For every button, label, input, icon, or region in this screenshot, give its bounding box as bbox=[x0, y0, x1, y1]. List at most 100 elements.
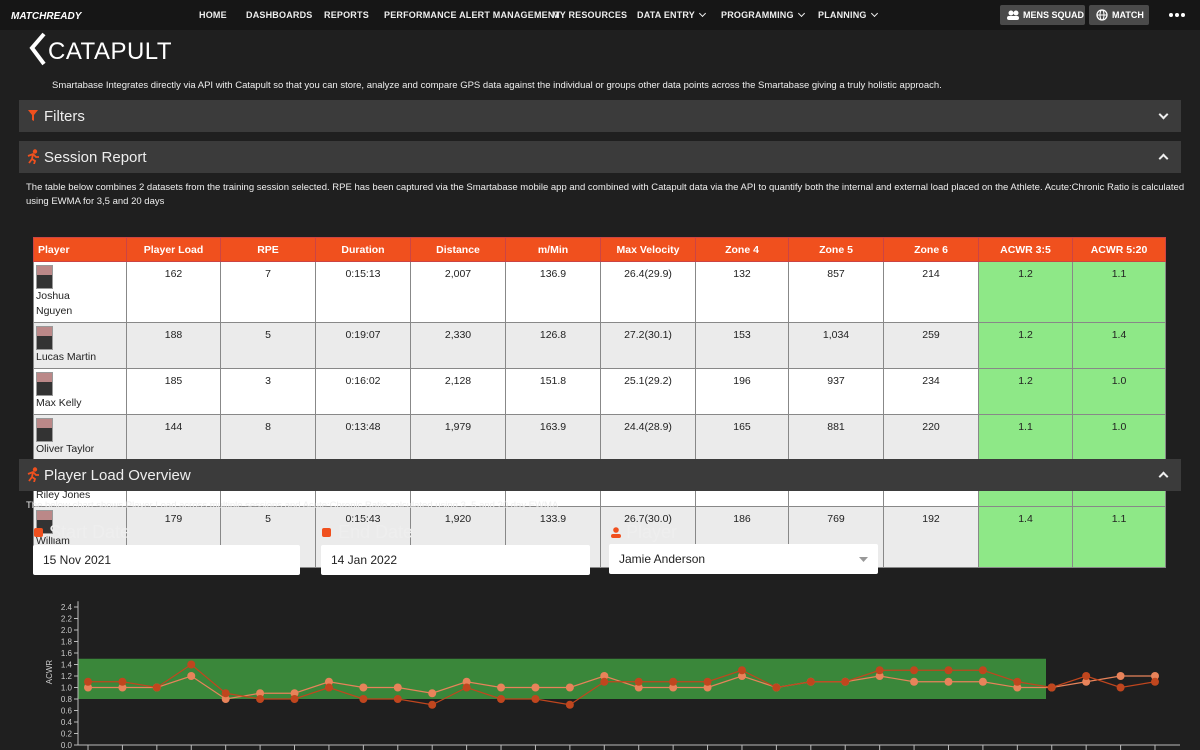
data-point bbox=[497, 695, 506, 703]
session-table: Player Player Load RPE Duration Distance m/Mi… bbox=[33, 237, 1166, 568]
column-header: ACWR 5:20 bbox=[1072, 237, 1166, 262]
data-point bbox=[152, 683, 161, 692]
table-row: Joshua Nguyen 162 7 0:15:13 2,007 136.9 26.4(2… bbox=[33, 261, 1166, 323]
data-point bbox=[393, 683, 402, 692]
squad-button[interactable]: MENS SQUAD bbox=[1000, 5, 1085, 25]
player-cell: Lucas Martin bbox=[33, 322, 127, 369]
nav-bar: MATCHREADY HOME DASHBOARDS REPORTS PERFO… bbox=[0, 0, 1200, 30]
y-tick-label: 1.4 bbox=[61, 661, 73, 670]
nav-item[interactable]: PLANNING bbox=[818, 10, 877, 20]
data-point bbox=[221, 695, 230, 703]
data-point bbox=[1151, 677, 1159, 686]
player-cell: Joshua Nguyen bbox=[33, 261, 127, 323]
y-tick-label: 1.2 bbox=[61, 672, 73, 681]
data-point bbox=[118, 677, 127, 686]
column-header: Duration bbox=[315, 237, 411, 262]
table-cell: 2,007 bbox=[410, 261, 506, 323]
y-tick-label: 2.0 bbox=[61, 626, 73, 635]
table-cell: 220 bbox=[883, 414, 979, 461]
data-point bbox=[531, 683, 540, 692]
data-point bbox=[978, 677, 987, 686]
player-name: Riley Jones bbox=[36, 489, 91, 501]
column-header: Max Velocity bbox=[600, 237, 696, 262]
nav-item[interactable]: MY RESOURCES bbox=[552, 10, 628, 20]
data-point bbox=[910, 666, 919, 675]
data-point bbox=[531, 695, 540, 703]
data-point bbox=[359, 683, 368, 692]
table-cell: 1.2 bbox=[978, 261, 1073, 323]
data-point bbox=[944, 666, 953, 675]
table-cell: 126.8 bbox=[505, 322, 601, 369]
table-cell: 1.4 bbox=[1072, 322, 1166, 369]
y-tick-label: 0.2 bbox=[61, 730, 73, 739]
table-cell: 881 bbox=[788, 414, 884, 461]
expand-icon bbox=[1158, 109, 1169, 120]
column-header: Player Load bbox=[126, 237, 221, 262]
table-cell: 27.2(30.1) bbox=[600, 322, 696, 369]
avatar bbox=[36, 326, 53, 350]
overview-panel[interactable]: Player Load Overview bbox=[19, 459, 1181, 491]
table-cell: 1.2 bbox=[978, 368, 1073, 415]
nav-item[interactable]: REPORTS bbox=[324, 10, 369, 20]
data-point bbox=[393, 695, 402, 703]
table-cell: 26.4(29.9) bbox=[600, 261, 696, 323]
nav-item[interactable]: PERFORMANCE ALERT MANAGEMENT bbox=[384, 10, 561, 20]
data-point bbox=[669, 683, 678, 692]
brand[interactable]: MATCHREADY bbox=[11, 11, 82, 22]
data-point bbox=[772, 683, 781, 692]
nav-item[interactable]: DASHBOARDS bbox=[246, 10, 313, 20]
overview-description: The below chart shows Player Load across… bbox=[26, 500, 561, 511]
data-point bbox=[875, 672, 884, 680]
table-cell: 1.0 bbox=[1072, 368, 1166, 415]
data-point bbox=[1116, 683, 1125, 692]
table-cell: 214 bbox=[883, 261, 979, 323]
data-point bbox=[806, 677, 815, 686]
data-point bbox=[1013, 677, 1022, 686]
data-point bbox=[428, 689, 437, 698]
table-cell: 188 bbox=[126, 322, 221, 369]
table-cell: 3 bbox=[220, 368, 316, 415]
data-point bbox=[462, 677, 471, 686]
table-cell: 162 bbox=[126, 261, 221, 323]
data-point bbox=[1082, 672, 1091, 680]
table-cell: 185 bbox=[126, 368, 221, 415]
avatar bbox=[36, 265, 53, 289]
column-header: Player bbox=[33, 237, 127, 262]
column-header: RPE bbox=[220, 237, 316, 262]
nav-item[interactable]: HOME bbox=[199, 10, 227, 20]
nav-item[interactable]: DATA ENTRY bbox=[637, 10, 705, 20]
data-point bbox=[978, 666, 987, 675]
table-cell: 8 bbox=[220, 414, 316, 461]
filters-panel[interactable]: Filters bbox=[19, 100, 1181, 132]
table-row: Oliver Taylor 144 8 0:13:48 1,979 163.9 24.4(2… bbox=[33, 414, 1166, 461]
table-cell: 163.9 bbox=[505, 414, 601, 461]
more-menu[interactable] bbox=[1168, 12, 1186, 18]
nav-item[interactable]: PROGRAMMING bbox=[721, 10, 804, 20]
calendar-icon bbox=[322, 528, 331, 537]
session-description: The table below combines 2 datasets from… bbox=[26, 182, 1185, 207]
session-panel[interactable]: Session Report bbox=[19, 141, 1181, 173]
data-point bbox=[634, 683, 643, 692]
table-cell: 1.1 bbox=[1072, 261, 1166, 323]
data-point bbox=[1013, 683, 1022, 692]
data-point bbox=[359, 695, 368, 703]
data-point bbox=[910, 677, 919, 686]
data-point bbox=[565, 700, 574, 709]
column-header: ACWR 3:5 bbox=[978, 237, 1073, 262]
acwr-chart: 0.0 0.2 0.4 0.6 0.8 1.0 1.2 1.4 1.6 1.8 2.0 2.2 2.4 A… bbox=[45, 601, 1180, 750]
table-cell: 165 bbox=[695, 414, 789, 461]
end-date-input[interactable]: 14 Jan 2022 bbox=[321, 545, 590, 575]
person-icon bbox=[611, 527, 621, 538]
player-name: Lucas Martin bbox=[36, 351, 97, 363]
player-name: Max Kelly bbox=[36, 397, 82, 409]
player-select[interactable]: Jamie Anderson bbox=[609, 544, 878, 574]
data-point bbox=[565, 683, 574, 692]
data-point bbox=[875, 666, 884, 675]
start-date-input[interactable]: 15 Nov 2021 bbox=[33, 545, 300, 575]
data-point bbox=[118, 683, 127, 692]
match-button[interactable]: MATCH bbox=[1089, 5, 1149, 25]
collapse-icon bbox=[1158, 471, 1169, 482]
table-cell: 1.1 bbox=[978, 414, 1073, 461]
